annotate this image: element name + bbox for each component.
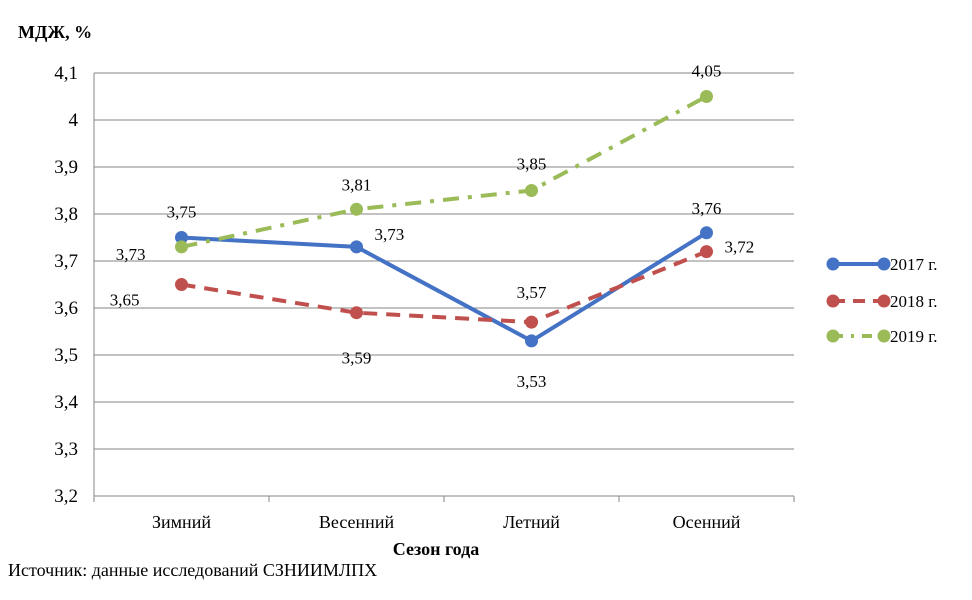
- data-point: [175, 278, 188, 291]
- data-point: [525, 315, 538, 329]
- legend: 2017 г. 2018 г. 2019 г.: [826, 255, 938, 346]
- y-tick-label: 3,4: [54, 392, 78, 413]
- data-label: 3,73: [375, 225, 405, 244]
- legend-label: 2017 г.: [890, 255, 938, 274]
- x-tick-label: Зимний: [152, 512, 211, 532]
- data-point: [350, 306, 363, 320]
- source-note: Источник: данные исследований СЗНИИМЛПХ: [8, 560, 378, 580]
- series-line-2: [181, 249, 708, 325]
- y-tick-label: 3,9: [54, 157, 78, 178]
- data-label: 3,85: [517, 155, 547, 174]
- data-label: 3,73: [116, 245, 146, 264]
- y-tick-label: 3,7: [54, 251, 78, 272]
- axes: 3,2 3,3 3,4 3,5 3,6 3,7 3,8 3,9 4 4,1 Зимний Весенн…: [54, 63, 795, 532]
- y-tick-label: 3,6: [54, 298, 78, 319]
- y-tick-label: 3,8: [54, 204, 78, 225]
- data-point: [175, 240, 188, 254]
- y-tick-label: 4: [69, 110, 79, 131]
- legend-marker: [877, 294, 891, 308]
- y-tick-label: 4,1: [54, 63, 78, 84]
- x-axis-title: Сезон года: [393, 539, 480, 559]
- x-tick-label: Весенний: [319, 512, 395, 532]
- data-label: 4,05: [692, 62, 722, 81]
- data-point: [700, 226, 713, 240]
- gridlines: [94, 72, 794, 450]
- data-label: 3,75: [167, 203, 197, 222]
- x-tick-label: Осенний: [673, 512, 741, 532]
- legend-marker: [877, 329, 891, 343]
- data-point: [350, 202, 363, 216]
- y-tick-label: 3,5: [54, 345, 78, 366]
- data-label: 3,65: [110, 291, 140, 310]
- legend-marker: [826, 257, 840, 271]
- data-point: [350, 240, 363, 254]
- series-line-3: [181, 94, 708, 249]
- legend-marker: [826, 294, 840, 308]
- y-tick-label: 3,3: [54, 439, 78, 460]
- data-label: 3,76: [692, 199, 722, 218]
- data-label: 3,57: [517, 283, 547, 302]
- data-labels: 3,75 3,73 3,53 3,76 3,65 3,59 3,57 3,72 3,73 3,81…: [110, 62, 755, 391]
- legend-marker: [826, 329, 840, 343]
- data-label: 3,72: [725, 238, 755, 257]
- data-label: 3,53: [517, 372, 547, 391]
- data-label: 3,81: [342, 175, 372, 194]
- data-point: [525, 184, 538, 197]
- line-chart: 3,2 3,3 3,4 3,5 3,6 3,7 3,8 3,9 4 4,1 Зимний Весенн…: [18, 22, 938, 559]
- series-group: [175, 90, 713, 348]
- data-point: [700, 90, 713, 103]
- series-line-1: [181, 231, 708, 343]
- data-point: [525, 334, 538, 348]
- y-axis-title: МДЖ, %: [18, 22, 92, 42]
- legend-label: 2018 г.: [890, 292, 938, 311]
- data-point: [175, 231, 188, 244]
- data-label: 3,59: [342, 349, 372, 368]
- y-tick-label: 3,2: [54, 486, 78, 507]
- data-point: [700, 245, 713, 259]
- legend-marker: [877, 257, 891, 271]
- legend-label: 2019 г.: [890, 327, 938, 346]
- x-tick-label: Летний: [503, 512, 560, 532]
